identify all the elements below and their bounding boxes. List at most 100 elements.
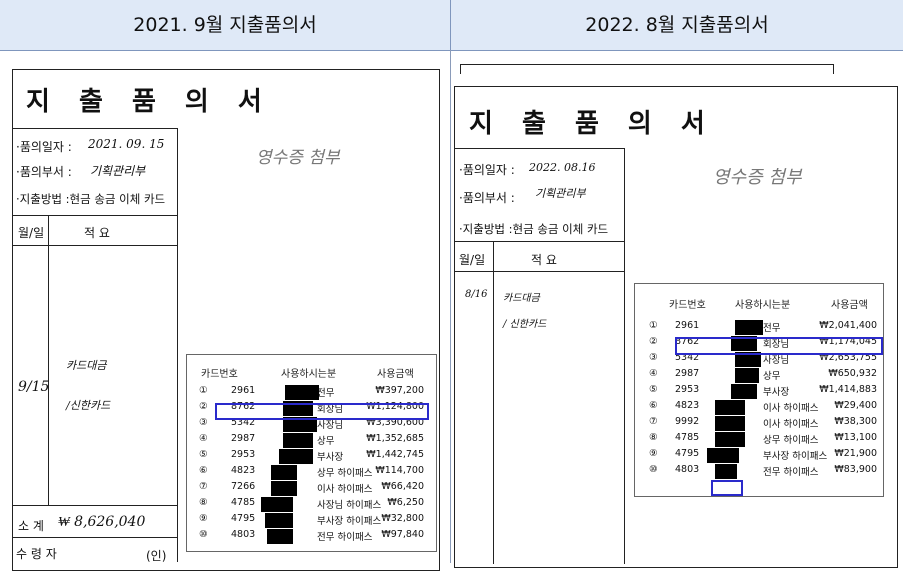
receipt-row: ④ 2987 상무 ₩1,352,685 bbox=[187, 433, 436, 448]
receipt-row-number: ⑤ bbox=[199, 449, 208, 460]
redaction-block bbox=[285, 385, 319, 400]
redaction-block bbox=[731, 336, 757, 351]
left-expense-document: 지 출 품 의 서 ·품의일자 : 2021. 09. 15 ·품의부서 : 기… bbox=[0, 51, 450, 571]
receipt-row: ⑨ 4795 부사장 하이패스 ₩21,900 bbox=[635, 448, 883, 463]
redaction-block bbox=[279, 449, 313, 464]
receipt-amount: ₩650,932 bbox=[828, 368, 877, 379]
receipt-amount: ₩1,352,685 bbox=[366, 433, 424, 444]
right-col-date: 월/일 bbox=[459, 253, 486, 267]
receipt-amount: ₩2,653,755 bbox=[819, 352, 877, 363]
right-col-separator bbox=[493, 241, 494, 564]
left-receipt-col-amount: 사용금액 bbox=[377, 369, 414, 380]
receipt-user: 이사 하이패스 bbox=[763, 419, 819, 430]
receipt-row: ⑤ 2953 부사장 ₩1,442,745 bbox=[187, 449, 436, 464]
receipt-row-number: ⑩ bbox=[199, 529, 208, 540]
redaction-block bbox=[283, 433, 313, 448]
redaction-block bbox=[715, 464, 737, 479]
receipt-card-number: 4785 bbox=[675, 432, 700, 443]
left-entry-date: 9/15 bbox=[18, 379, 50, 395]
receipt-row: ⑨ 4795 부사장 하이패스 ₩32,800 bbox=[187, 513, 436, 528]
right-entry-desc-1: 카드대금 bbox=[503, 293, 540, 304]
receipt-user: 상무 하이패스 bbox=[763, 435, 819, 446]
receipt-amount: ₩1,442,745 bbox=[366, 449, 424, 460]
redaction-block bbox=[271, 481, 297, 496]
redaction-block bbox=[715, 416, 745, 431]
receipt-card-number: 9992 bbox=[675, 416, 700, 427]
receipt-card-number: 2961 bbox=[231, 385, 256, 396]
right-receipt-col-amount: 사용금액 bbox=[831, 300, 868, 311]
header-left-title: 2021. 9월 지출품의서 bbox=[0, 0, 451, 50]
left-subtotal-bottom bbox=[12, 537, 178, 538]
redaction-block bbox=[735, 368, 759, 383]
left-entry-desc-1: 카드대금 bbox=[66, 359, 107, 372]
receipt-card-number: 7266 bbox=[231, 481, 256, 492]
right-highlight-last-row-redaction bbox=[711, 480, 743, 496]
receipt-user: 상무 하이패스 bbox=[317, 468, 373, 479]
receipt-row: ⑧ 4785 사장님 하이패스 ₩6,250 bbox=[187, 497, 436, 512]
receipt-amount: ₩29,400 bbox=[834, 400, 877, 411]
receipt-row-number: ① bbox=[199, 385, 208, 396]
right-col-desc: 적 요 bbox=[531, 253, 557, 267]
redaction-block bbox=[735, 352, 761, 367]
receipt-amount: ₩6,250 bbox=[387, 497, 424, 508]
receipt-card-number: 5342 bbox=[675, 352, 700, 363]
redaction-block bbox=[707, 448, 739, 463]
left-document-title: 지 출 품 의 서 bbox=[26, 87, 272, 117]
receipt-user: 이사 하이패스 bbox=[317, 484, 373, 495]
receipt-amount: ₩2,041,400 bbox=[819, 320, 877, 331]
receipt-card-number: 2987 bbox=[675, 368, 700, 379]
left-receipt-col-card: 카드번호 bbox=[201, 369, 238, 380]
redaction-block bbox=[283, 417, 317, 432]
receipt-row-number: ④ bbox=[649, 368, 658, 379]
right-table-top bbox=[454, 241, 625, 242]
receipt-row-number: ③ bbox=[649, 352, 658, 363]
receipt-row-number: ① bbox=[649, 320, 658, 331]
receipt-card-number: 4795 bbox=[231, 513, 256, 524]
receipt-user: 사장님 bbox=[763, 355, 790, 366]
left-col-date: 월/일 bbox=[18, 226, 45, 240]
left-entry-desc-2: /신한카드 bbox=[66, 399, 111, 412]
redaction-block bbox=[715, 400, 745, 415]
receipt-amount: ₩3,390,600 bbox=[366, 417, 424, 428]
receipt-row-number: ⑧ bbox=[649, 432, 658, 443]
left-info-box-top bbox=[12, 128, 177, 129]
receipt-row: ③ 5342 사장님 ₩2,653,755 bbox=[635, 352, 883, 367]
redaction-block bbox=[715, 432, 745, 447]
left-date-value: 2021. 09. 15 bbox=[88, 137, 165, 151]
receipt-row: ⑦ 9992 이사 하이패스 ₩38,300 bbox=[635, 416, 883, 431]
receipt-amount: ₩32,800 bbox=[381, 513, 424, 524]
receipt-card-number: 4785 bbox=[231, 497, 256, 508]
receipt-row: ⑩ 4803 전무 하이패스 ₩97,840 bbox=[187, 529, 436, 544]
right-date-label: ·품의일자 : bbox=[459, 163, 515, 177]
right-expense-document: 지 출 품 의 서 ·품의일자 : 2022. 08.16 ·품의부서 : 기획… bbox=[451, 51, 903, 568]
receipt-row-number: ⑦ bbox=[649, 416, 658, 427]
redaction-block bbox=[271, 465, 297, 480]
receipt-row-number: ⑧ bbox=[199, 497, 208, 508]
receipt-row: ⑥ 4823 이사 하이패스 ₩29,400 bbox=[635, 400, 883, 415]
receipt-user: 전무 하이패스 bbox=[317, 532, 373, 543]
receipt-row-number: ⑦ bbox=[199, 481, 208, 492]
left-method-label: ·지출방법 :현금 송금 이체 카드 bbox=[16, 192, 166, 206]
receipt-card-number: 4823 bbox=[675, 400, 700, 411]
left-highlight-chairman-row bbox=[215, 403, 429, 420]
right-document-title: 지 출 품 의 서 bbox=[469, 109, 715, 139]
right-entry-date: 8/16 bbox=[465, 289, 488, 300]
redaction-block bbox=[735, 320, 763, 335]
receipt-row: ⑥ 4823 상무 하이패스 ₩114,700 bbox=[187, 465, 436, 480]
receipt-card-number: 2953 bbox=[675, 384, 700, 395]
receipt-user: 상무 bbox=[763, 371, 781, 382]
right-receipt-col-card: 카드번호 bbox=[669, 300, 706, 311]
receipt-user: 전무 bbox=[317, 388, 335, 399]
receipt-user: 사장님 하이패스 bbox=[317, 500, 382, 511]
receipt-row: ⑤ 2953 부사장 ₩1,414,883 bbox=[635, 384, 883, 399]
left-date-label: ·품의일자 : bbox=[16, 140, 72, 154]
left-subtotal-label: 소 계 bbox=[18, 519, 44, 533]
redaction-block bbox=[261, 497, 293, 512]
receipt-row-number: ② bbox=[649, 336, 658, 347]
receipt-card-number: 4803 bbox=[231, 529, 256, 540]
left-subtotal-value: ₩ 8,626,040 bbox=[58, 514, 146, 530]
receipt-row: ④ 2987 상무 ₩650,932 bbox=[635, 368, 883, 383]
receipt-row-number: ⑥ bbox=[199, 465, 208, 476]
receipt-row-number: ⑨ bbox=[199, 513, 208, 524]
